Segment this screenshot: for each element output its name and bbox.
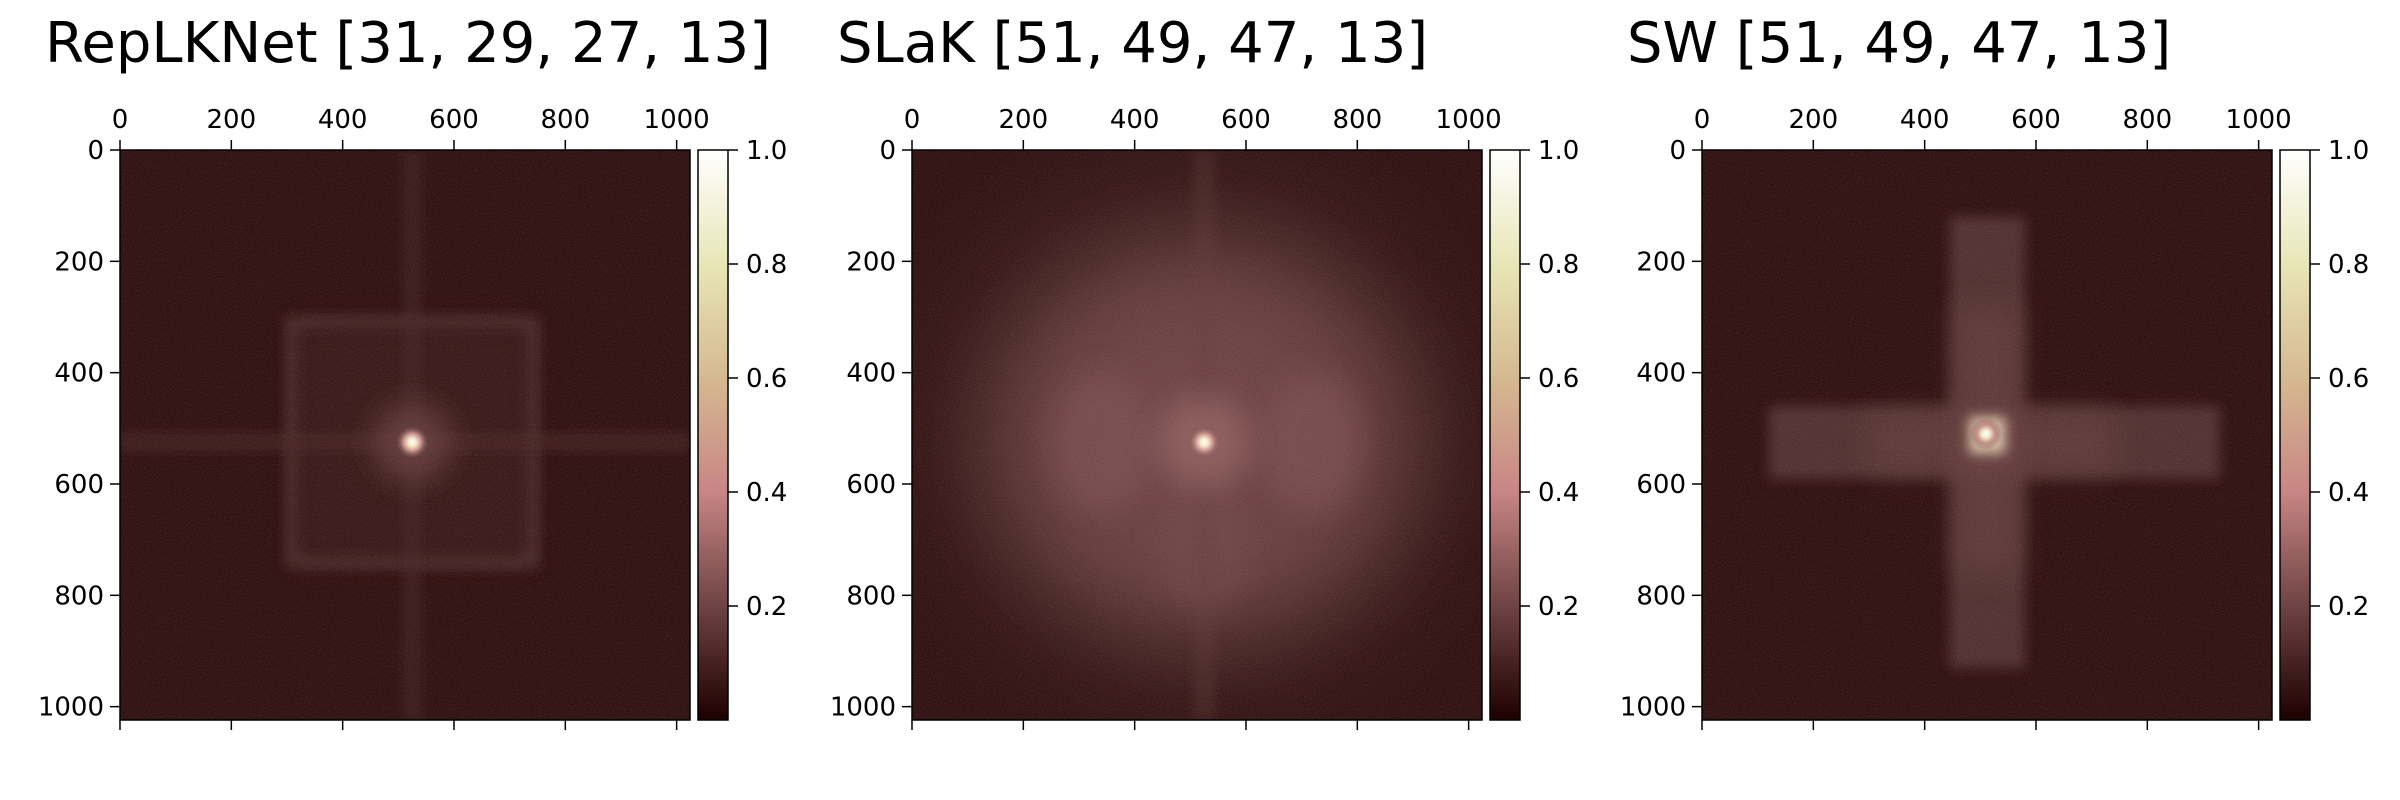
colorbar-gradient: [697, 149, 729, 721]
colorbar-gradient: [2279, 149, 2311, 721]
noise-texture: [912, 150, 1482, 720]
panels: RepLKNet [31, 29, 27, 13] 0 200 400 600 800 10…: [38, 11, 2369, 730]
colorbar-tick-label: 1.0: [1538, 136, 1579, 166]
y-tick-label: 600: [846, 470, 896, 500]
x-tick-label: 400: [318, 105, 368, 135]
y-tick-label: 600: [1636, 470, 1686, 500]
colorbar-gradient: [1489, 149, 1521, 721]
panel-3: SW [51, 49, 47, 13] 0 200 400 600 800 1000 0 200…: [1620, 11, 2369, 730]
chart-title: SW [51, 49, 47, 13]: [1627, 11, 2171, 76]
colorbar: 0.2 0.4 0.6 0.8 1.0: [697, 136, 787, 721]
x-tick-label: 0: [904, 105, 921, 135]
noise-texture: [1702, 150, 2272, 720]
colorbar-tick-label: 0.6: [2328, 364, 2369, 394]
y-tick-label: 200: [846, 247, 896, 277]
x-tick-label: 400: [1900, 105, 1950, 135]
plot-frame: [911, 149, 1483, 721]
heatmap-field: [912, 150, 1482, 720]
noise-texture: [120, 150, 690, 720]
plot-frame: [1701, 149, 2273, 721]
colorbar-tick-label: 0.2: [2328, 592, 2369, 622]
x-tick-label: 200: [207, 105, 257, 135]
x-tick-label: 600: [2011, 105, 2061, 135]
x-tick-label: 800: [540, 105, 590, 135]
panel-1: RepLKNet [31, 29, 27, 13] 0 200 400 600 800 10…: [38, 11, 787, 730]
colorbar-tick-label: 0.4: [1538, 478, 1579, 508]
x-tick-label: 0: [112, 105, 129, 135]
colorbar: 0.2 0.4 0.6 0.8 1.0: [1489, 136, 1579, 721]
y-tick-label: 800: [846, 581, 896, 611]
colorbar-tick-label: 0.6: [746, 364, 787, 394]
y-tick-label: 1000: [38, 693, 104, 723]
y-tick-label: 400: [54, 359, 104, 389]
colorbar: 0.2 0.4 0.6 0.8 1.0: [2279, 136, 2369, 721]
chart-title: SLaK [51, 49, 47, 13]: [837, 11, 1428, 76]
colorbar-tick-label: 0.8: [2328, 250, 2369, 280]
y-tick-label: 0: [87, 136, 104, 166]
x-tick-label: 1000: [644, 105, 710, 135]
colorbar-tick-label: 1.0: [746, 136, 787, 166]
colorbar-tick-label: 0.8: [1538, 250, 1579, 280]
y-tick-label: 200: [54, 247, 104, 277]
panel-2: SLaK [51, 49, 47, 13] 0 200 400 600 800 1000 0 2…: [830, 11, 1579, 730]
colorbar-tick-label: 0.4: [2328, 478, 2369, 508]
colorbar-tick-label: 0.2: [1538, 592, 1579, 622]
heatmap-image: [120, 150, 690, 720]
y-tick-label: 1000: [1620, 693, 1686, 723]
colorbar-tick-label: 0.6: [1538, 364, 1579, 394]
y-tick-label: 200: [1636, 247, 1686, 277]
heatmap-field: [1702, 150, 2272, 720]
y-tick-label: 0: [879, 136, 896, 166]
y-tick-label: 600: [54, 470, 104, 500]
chart-title: RepLKNet [31, 29, 27, 13]: [45, 11, 771, 76]
x-tick-label: 1000: [2226, 105, 2292, 135]
heatmap-field: [120, 150, 690, 720]
colorbar-tick-label: 0.4: [746, 478, 787, 508]
colorbar-tick-label: 0.8: [746, 250, 787, 280]
x-tick-label: 600: [429, 105, 479, 135]
plot-frame: [119, 149, 691, 721]
y-tick-label: 0: [1669, 136, 1686, 166]
colorbar-tick-label: 0.2: [746, 592, 787, 622]
y-tick-label: 400: [846, 359, 896, 389]
y-tick-label: 800: [1636, 581, 1686, 611]
x-tick-label: 1000: [1436, 105, 1502, 135]
colorbar-tick-label: 1.0: [2328, 136, 2369, 166]
x-tick-label: 200: [1789, 105, 1839, 135]
x-tick-label: 800: [1332, 105, 1382, 135]
y-tick-label: 800: [54, 581, 104, 611]
x-tick-label: 600: [1221, 105, 1271, 135]
heatmap-image: [912, 150, 1482, 720]
x-tick-label: 200: [999, 105, 1049, 135]
x-tick-label: 800: [2122, 105, 2172, 135]
x-tick-label: 400: [1110, 105, 1160, 135]
y-tick-label: 400: [1636, 359, 1686, 389]
heatmap-image: [1702, 150, 2272, 720]
y-tick-label: 1000: [830, 693, 896, 723]
x-tick-label: 0: [1694, 105, 1711, 135]
